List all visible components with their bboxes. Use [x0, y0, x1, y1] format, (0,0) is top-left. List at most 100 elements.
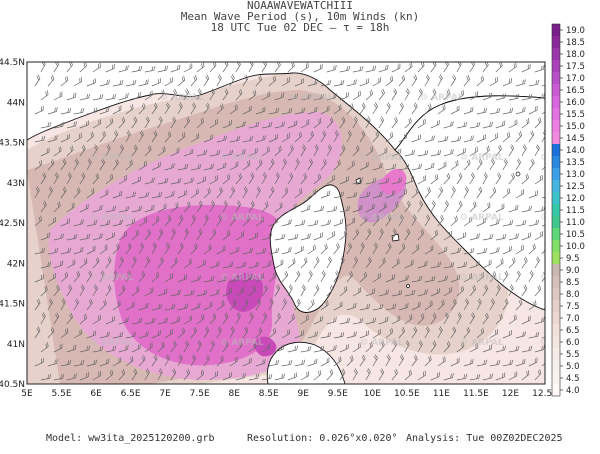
wind-barb	[183, 148, 194, 157]
wind-barb	[528, 270, 534, 283]
wind-barb	[346, 130, 352, 143]
wind-barb	[359, 78, 370, 87]
wind-barb	[209, 118, 218, 129]
wind-barb	[79, 172, 86, 185]
wind-barb	[385, 163, 397, 171]
wind-barb	[261, 122, 273, 129]
wind-barb	[92, 119, 102, 129]
wind-barb	[268, 271, 277, 283]
colorbar-label: 10.0	[566, 242, 585, 252]
wind-barb	[268, 186, 275, 199]
wind-barb	[300, 233, 311, 241]
wind-barb	[242, 298, 249, 311]
colorbar-label: 5.5	[566, 350, 580, 360]
colorbar-label: 6.5	[566, 326, 580, 336]
wind-barb	[476, 158, 483, 171]
wind-barb	[268, 134, 278, 143]
wind-barb	[131, 343, 141, 353]
wind-barb	[456, 121, 468, 129]
wind-barb	[222, 62, 229, 73]
wind-barb	[294, 158, 300, 171]
wind-barb	[261, 284, 268, 297]
wind-barb	[417, 289, 428, 297]
wind-barb	[53, 121, 65, 129]
wind-barb	[515, 244, 524, 255]
wind-barb	[66, 312, 73, 325]
wind-barb	[242, 105, 252, 115]
wind-barb	[112, 243, 120, 255]
wind-barb	[248, 232, 259, 241]
wind-barb	[313, 173, 322, 185]
wind-barb	[281, 108, 293, 115]
wind-barb	[372, 162, 383, 171]
wind-barb	[307, 331, 318, 339]
wind-barb	[339, 176, 349, 185]
wind-barb	[398, 188, 407, 199]
wind-barb	[313, 63, 323, 73]
wind-barb	[203, 102, 210, 115]
wind-barb	[248, 90, 257, 101]
wind-barb	[177, 189, 187, 199]
wind-barb	[391, 368, 398, 381]
wind-barb	[287, 284, 293, 297]
colorbar-label: 11.0	[566, 218, 585, 228]
wind-barb	[385, 354, 391, 367]
wind-barb	[73, 187, 81, 199]
colorbar-label: 4.0	[566, 386, 580, 396]
wind-barb	[346, 302, 357, 311]
wind-barb	[515, 106, 526, 115]
wind-barb	[86, 330, 97, 339]
wind-barb	[164, 328, 173, 339]
lon-tick-label: 10.5E	[394, 389, 420, 399]
wind-barb	[515, 220, 527, 227]
wind-barb	[528, 158, 535, 171]
wind-barb	[476, 75, 484, 87]
wind-barb	[242, 74, 249, 87]
wind-barb	[157, 177, 169, 185]
colorbar-label: 7.5	[566, 302, 580, 312]
wind-barb	[196, 149, 208, 157]
wind-barb	[424, 300, 433, 311]
wind-barb	[53, 260, 64, 269]
wind-barb	[326, 144, 332, 157]
wind-barb	[86, 298, 93, 311]
wind-barb	[105, 173, 114, 185]
wind-barb	[177, 274, 188, 283]
wind-barb	[138, 331, 149, 339]
arpal-watermark: ⚙ ARPAL	[540, 93, 584, 103]
wind-barb	[430, 372, 440, 381]
wind-barb	[274, 344, 285, 353]
wind-barb	[391, 63, 401, 73]
wind-barb	[313, 369, 322, 381]
colorbar-label: 9.5	[566, 254, 580, 264]
colorbar-swatch	[552, 24, 560, 36]
wind-barb	[411, 74, 418, 87]
wind-barb	[502, 245, 512, 255]
wind-barb	[450, 74, 457, 87]
wind-barb	[521, 93, 533, 101]
wind-barb	[196, 314, 205, 325]
wind-barb	[60, 158, 67, 171]
wind-barb	[53, 373, 65, 381]
wind-barb	[365, 116, 371, 129]
colorbar-label: 15.5	[566, 110, 585, 120]
wind-barb	[79, 313, 87, 325]
map-header: NOAAWAVEWATCHIII Mean Wave Period (s), 1…	[0, 0, 600, 33]
wind-barb	[411, 275, 423, 283]
wind-barb	[60, 107, 72, 115]
wind-barb	[385, 190, 395, 199]
colorbar-label: 6.0	[566, 338, 580, 348]
wind-barb	[359, 242, 365, 255]
wind-barb	[495, 203, 505, 213]
wind-barb	[157, 146, 166, 157]
wind-barb	[274, 92, 285, 101]
wind-barb	[222, 372, 232, 381]
wind-barb	[365, 228, 372, 241]
colorbar-label: 12.0	[566, 194, 585, 204]
wind-barb	[105, 144, 111, 157]
wind-barb	[261, 312, 268, 325]
wind-barb	[151, 161, 161, 171]
wind-barb	[372, 215, 380, 227]
watermarks: ⚙ ARPAL ⚙ ARPAL ⚙ ARPAL ⚙ ARPAL ⚙ ARPAL ⚙ ARP…	[90, 93, 584, 348]
wind-barb	[86, 188, 95, 199]
